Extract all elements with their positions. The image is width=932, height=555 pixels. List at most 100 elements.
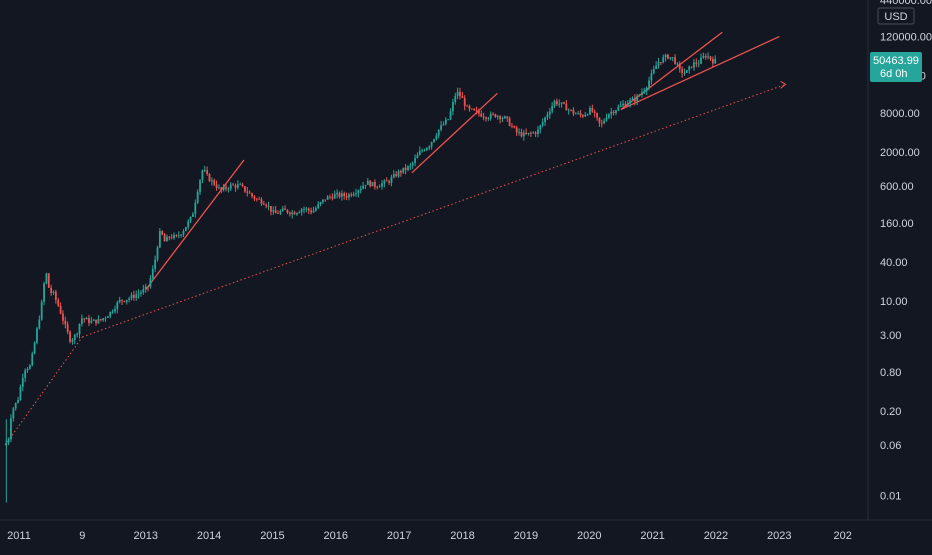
candle-body bbox=[47, 273, 50, 288]
candle bbox=[324, 199, 327, 202]
candle bbox=[144, 283, 147, 293]
candle bbox=[345, 192, 348, 201]
candle bbox=[175, 234, 178, 238]
candle bbox=[40, 299, 43, 321]
candle-body bbox=[421, 150, 424, 152]
candle-body bbox=[336, 192, 339, 195]
candle bbox=[633, 94, 636, 106]
candle-body bbox=[203, 170, 206, 171]
candle bbox=[477, 108, 480, 117]
candle bbox=[385, 177, 388, 182]
candle-body bbox=[170, 237, 173, 239]
candle bbox=[426, 147, 428, 151]
candle-body bbox=[390, 177, 393, 183]
candle bbox=[537, 125, 539, 138]
candle bbox=[572, 107, 575, 117]
candle bbox=[19, 384, 22, 401]
candle bbox=[444, 117, 447, 126]
candle bbox=[38, 315, 41, 330]
candle bbox=[90, 316, 93, 324]
candle-body bbox=[428, 146, 431, 148]
candle bbox=[598, 117, 601, 127]
candle-body bbox=[229, 184, 232, 189]
candle bbox=[241, 182, 244, 188]
candle bbox=[499, 115, 502, 124]
candle-body bbox=[541, 122, 544, 126]
candle-body bbox=[567, 109, 570, 111]
candle-body bbox=[177, 235, 180, 237]
candle-body bbox=[258, 198, 261, 200]
candle-body bbox=[260, 199, 263, 204]
candle-body bbox=[397, 170, 400, 177]
candle bbox=[66, 321, 69, 335]
candle-body bbox=[265, 204, 268, 207]
candle bbox=[106, 315, 109, 318]
candle bbox=[678, 61, 681, 73]
candle-body bbox=[142, 289, 145, 293]
candle-body bbox=[650, 73, 653, 81]
candle-body bbox=[173, 235, 175, 239]
candle bbox=[218, 184, 220, 190]
candle bbox=[312, 206, 315, 213]
candle-body bbox=[312, 210, 315, 213]
candle-body bbox=[473, 108, 476, 111]
candle bbox=[376, 185, 379, 190]
candle-body bbox=[364, 184, 367, 186]
candle bbox=[95, 319, 97, 326]
candle bbox=[659, 62, 662, 66]
candle-body bbox=[605, 117, 608, 121]
candle-body bbox=[477, 110, 480, 114]
candle bbox=[111, 309, 114, 314]
candle bbox=[371, 181, 374, 187]
candle-body bbox=[655, 65, 658, 70]
candle bbox=[118, 296, 121, 304]
candle bbox=[631, 96, 634, 101]
candle-body bbox=[607, 114, 610, 118]
candle bbox=[307, 207, 310, 215]
candle bbox=[612, 110, 615, 116]
candle bbox=[47, 273, 50, 289]
candle bbox=[102, 318, 105, 322]
candle bbox=[610, 107, 613, 119]
candle bbox=[54, 289, 57, 304]
candle-body bbox=[288, 212, 291, 215]
candle-body bbox=[617, 106, 620, 111]
candle bbox=[12, 407, 15, 422]
candle bbox=[480, 110, 483, 118]
trendline-arrow bbox=[780, 80, 787, 89]
candle-body bbox=[38, 319, 41, 329]
trendline[interactable] bbox=[620, 35, 780, 111]
candle-body bbox=[648, 80, 650, 88]
candle-body bbox=[513, 126, 516, 128]
y-tick-label: 440000.00 bbox=[880, 0, 932, 7]
candle-body bbox=[683, 72, 686, 74]
candle bbox=[182, 229, 185, 238]
candle-body bbox=[548, 111, 551, 115]
trendline[interactable] bbox=[411, 92, 498, 174]
candle-body bbox=[345, 196, 348, 198]
candle-body bbox=[161, 231, 164, 235]
candle-body bbox=[544, 117, 546, 123]
candle bbox=[45, 272, 48, 285]
candle-body bbox=[45, 273, 48, 284]
candle-body bbox=[300, 209, 303, 212]
candle bbox=[638, 93, 641, 97]
candle-body bbox=[555, 100, 558, 105]
candle bbox=[331, 193, 334, 201]
candle bbox=[362, 181, 364, 190]
candle-body bbox=[418, 150, 421, 155]
x-axis[interactable]: 2011 9 2013 2014 2015 2016 2017 2018 2019 2020 202… bbox=[0, 519, 932, 542]
candle-body bbox=[440, 125, 442, 130]
currency-badge[interactable]: USD bbox=[877, 7, 915, 25]
dotted-trendline[interactable] bbox=[82, 83, 786, 338]
candle-body bbox=[565, 103, 568, 111]
y-tick-label: 120000.00 bbox=[880, 32, 932, 44]
candle-body bbox=[359, 188, 362, 191]
trendline[interactable] bbox=[145, 159, 245, 291]
candle bbox=[674, 54, 676, 65]
candle bbox=[170, 234, 173, 240]
candle bbox=[600, 119, 603, 128]
